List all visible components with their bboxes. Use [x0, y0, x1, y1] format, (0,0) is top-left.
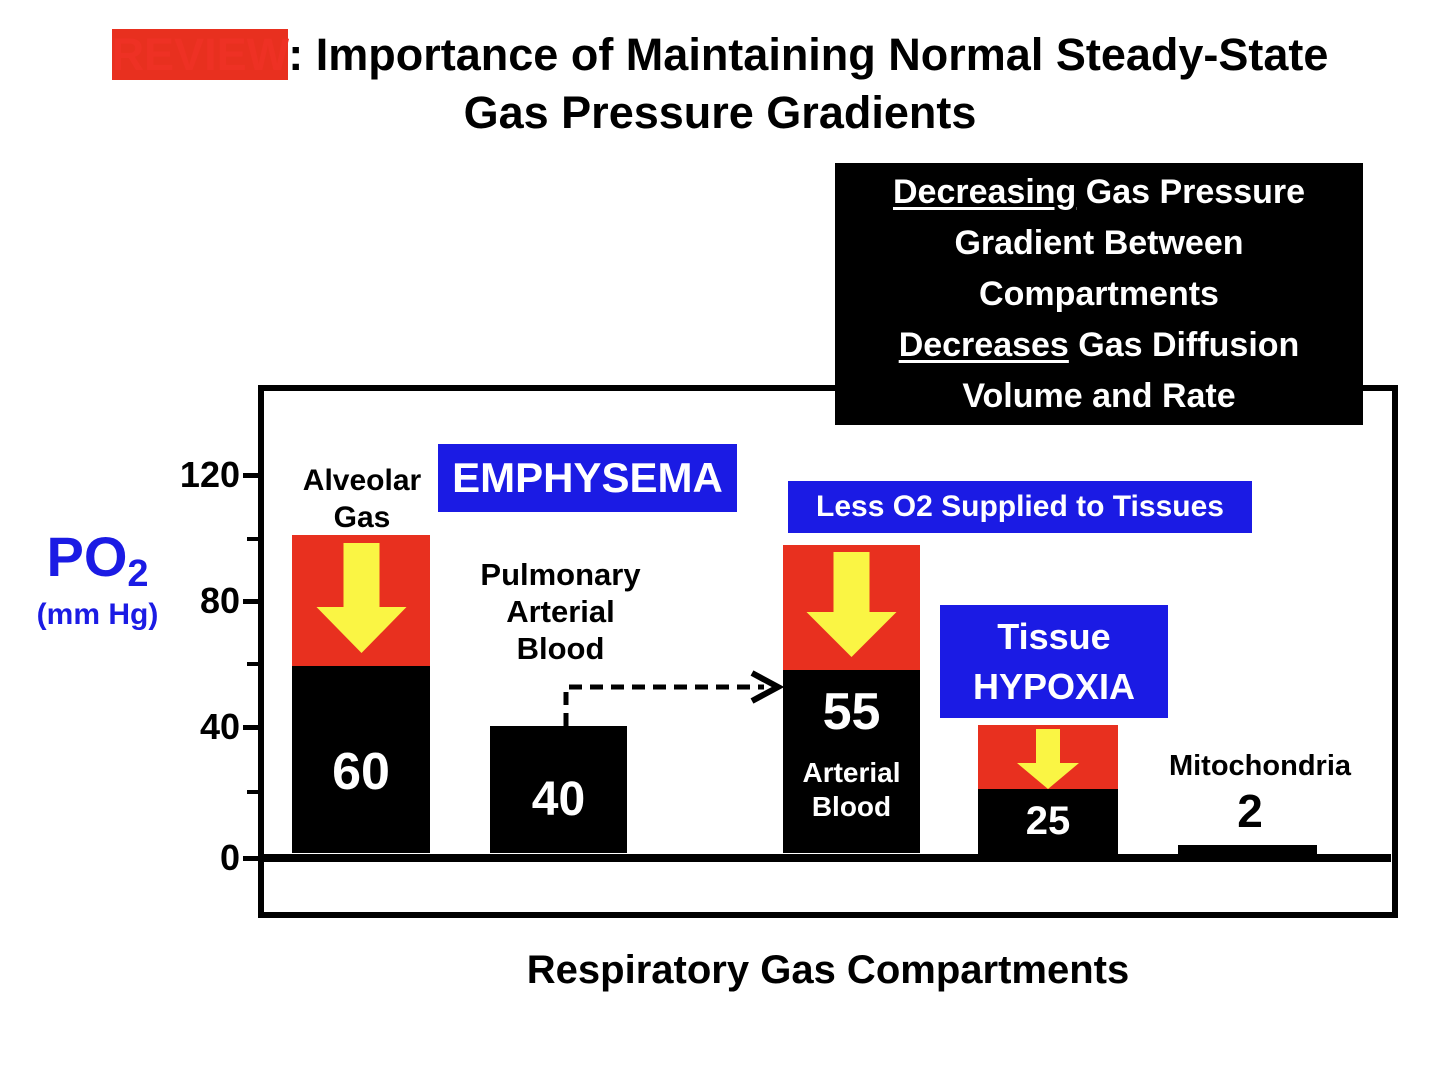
- bar-pulmonary-black: 40: [490, 726, 627, 853]
- chart-plot-frame: [258, 385, 1398, 918]
- bar-tissue-value: 25: [1025, 799, 1071, 843]
- info-box-line1: Decreasing Gas Pressure: [835, 167, 1363, 218]
- y-tick-minor-100: [247, 537, 258, 541]
- callout-less-o2: Less O2 Supplied to Tissues: [788, 481, 1252, 533]
- bar-mitochondria-black: [1178, 845, 1317, 858]
- y-tick-120: [243, 473, 258, 478]
- y-tick-80: [243, 599, 258, 604]
- info-box-line5: Volume and Rate: [962, 376, 1236, 415]
- info-box-line2: Gradient Between: [954, 223, 1244, 262]
- callout-tissue-line1: Tissue: [997, 615, 1111, 657]
- info-box-line4: Decreases Gas Diffusion: [835, 320, 1363, 371]
- bar-label-pulmonary: Pulmonary Arterial Blood: [468, 556, 653, 667]
- y-tick-label-40: 40: [199, 706, 240, 747]
- down-arrow-icon: [316, 543, 407, 653]
- bar-mitochondria-value: 2: [1237, 785, 1263, 837]
- bar-arterial-value: 55: [822, 683, 881, 741]
- bar-label-alveolar-line2: Gas: [333, 501, 391, 534]
- info-box-underline-decreasing: Decreasing: [892, 172, 1077, 211]
- x-axis-title: Respiratory Gas Compartments: [526, 948, 1130, 992]
- slide-title: REVIEW: Importance of Maintaining Normal…: [20, 26, 1420, 142]
- bar-tissue-black: 25: [978, 789, 1118, 854]
- info-box-line4-rest: Gas Diffusion: [1068, 325, 1300, 364]
- down-arrow-icon: [1017, 729, 1079, 789]
- y-tick-label-120: 120: [179, 454, 240, 495]
- bar-arterial-black: 55 Arterial Blood: [783, 670, 920, 853]
- bar-label-mitochondria: Mitochondria: [1168, 750, 1352, 782]
- y-axis-title: PO2 (mm Hg): [10, 525, 185, 631]
- y-axis-title-subscript: 2: [127, 553, 149, 595]
- y-tick-label-80: 80: [199, 580, 240, 621]
- callout-tissue-hypoxia: Tissue HYPOXIA: [940, 605, 1168, 718]
- bar-pulmonary-value: 40: [531, 773, 586, 826]
- bar-label-pulmonary-line2: Arterial: [506, 594, 615, 629]
- info-box-line3: Compartments: [979, 274, 1219, 313]
- bar-alveolar-value: 60: [332, 742, 390, 801]
- bar-arterial-label-line2: Blood: [811, 791, 892, 822]
- down-arrow-icon: [806, 552, 897, 657]
- y-axis-title-units: (mm Hg): [36, 597, 159, 631]
- bar-label-pulmonary-line1: Pulmonary: [480, 557, 641, 592]
- y-tick-0: [243, 856, 258, 861]
- bar-arterial-label: Arterial Blood: [802, 756, 900, 824]
- bar-label-alveolar-line1: Alveolar: [302, 464, 422, 497]
- info-box-underline-decreases: Decreases: [898, 325, 1069, 364]
- slide-title-line1: REVIEW: Importance of Maintaining Normal…: [20, 26, 1420, 84]
- bar-arterial-label-line1: Arterial: [802, 757, 901, 788]
- title-review-highlight: REVIEW: [111, 29, 289, 80]
- callout-tissue-line2: HYPOXIA: [972, 665, 1136, 707]
- bar-label-alveolar-gas: Alveolar Gas: [282, 462, 442, 536]
- bar-alveolar-black: 60: [292, 666, 430, 853]
- y-tick-label-0: 0: [219, 837, 240, 878]
- y-tick-minor-60: [247, 662, 258, 666]
- callout-emphysema: EMPHYSEMA: [438, 444, 737, 512]
- y-tick-40: [243, 725, 258, 730]
- y-tick-minor-20: [247, 790, 258, 794]
- title-line1-rest: : Importance of Maintaining Normal Stead…: [288, 29, 1329, 80]
- info-box-line1-rest: Gas Pressure: [1076, 172, 1306, 211]
- x-axis-zero-line: [264, 854, 1391, 862]
- bar-label-pulmonary-line3: Blood: [516, 631, 605, 666]
- y-axis-title-po: PO: [46, 525, 128, 588]
- info-box: Decreasing Gas Pressure Gradient Between…: [835, 163, 1363, 425]
- dashed-arrow-connector: [563, 670, 785, 726]
- slide-title-line2: Gas Pressure Gradients: [463, 87, 977, 138]
